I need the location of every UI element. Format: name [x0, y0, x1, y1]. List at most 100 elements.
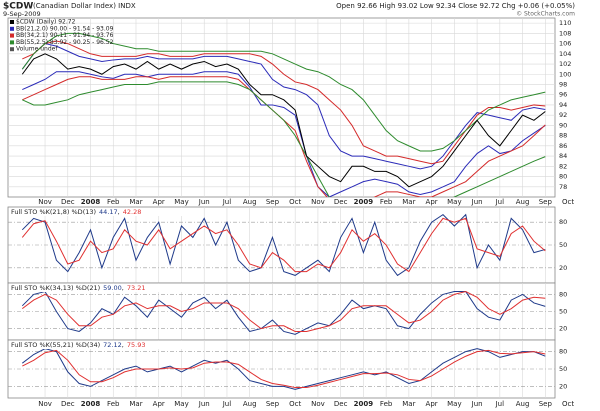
legend-value: 72.12 [103, 341, 122, 349]
y-tick-label: 96 [559, 91, 567, 99]
legend-value: 44.17 [99, 208, 118, 216]
legend-entry: BB(21,2.0) 90.00 - 91.54 - 93.09 [16, 25, 114, 32]
x-tick-label: May [447, 400, 461, 408]
x-tick-label: Apr [426, 198, 438, 206]
legend-entry: BB(34,2.1) 90.11 - 91.94 - 93.76 [16, 32, 114, 39]
legend-sep: , [118, 208, 120, 216]
y-tick-label: 80 [559, 290, 567, 298]
x-tick-label: Jun [471, 400, 483, 408]
x-tick-label: Feb [380, 400, 393, 408]
legend-value: 59.00 [103, 284, 122, 292]
plot [21, 290, 546, 335]
legend: Full STO %K(21,8) %D(13) 44.17, 42.28 [11, 208, 141, 216]
x-tick-label: 2009 [354, 400, 374, 408]
plot [21, 213, 546, 277]
quote: Open 92.66 High 93.02 Low 92.34 Close 92… [336, 2, 575, 10]
x-tick-label: Mar [402, 198, 415, 206]
y-tick-label: 86 [559, 142, 567, 150]
y-tick-label: 50 [559, 241, 567, 249]
x-tick-label: Apr [153, 400, 165, 408]
y-tick-label: 78 [559, 183, 567, 191]
instrument-name: (Canadian Dollar Index) INDX [33, 2, 136, 10]
y-tick-label: 20 [559, 325, 567, 333]
series-line [21, 53, 546, 188]
series-line [21, 348, 546, 390]
legend-swatch [10, 20, 14, 24]
y-tick-label: 80 [559, 218, 567, 226]
x-tick-label: 2008 [81, 400, 101, 408]
y-tick-label: 100 [559, 70, 571, 78]
y-tick-label: 50 [559, 365, 567, 373]
x-tick-label: Oct [562, 198, 574, 206]
x-tick-label: Aug [243, 400, 257, 408]
symbol: $CDW [3, 2, 33, 12]
x-tick-label: Dec [334, 198, 348, 206]
y-tick-label: 90 [559, 121, 567, 129]
x-tick-label: Feb [107, 198, 120, 206]
y-tick-label: 102 [559, 60, 571, 68]
legend-entry: $CDW (Daily) 92.72 [16, 19, 76, 26]
y-tick-label: 84 [559, 152, 567, 160]
series-line [21, 213, 546, 277]
legend-sep: , [122, 341, 124, 349]
x-tick-label: Jul [495, 198, 505, 206]
band-upper [22, 40, 546, 165]
legend-entry: BB(55,2.5) 83.92 - 90.25 - 96.52 [16, 39, 114, 46]
legend-swatch [10, 47, 14, 52]
panel [7, 17, 556, 198]
band-upper [21, 32, 546, 152]
band-lower [22, 81, 546, 197]
y-tick-label: 92 [559, 111, 567, 119]
x-tick-label: Jun [471, 198, 483, 206]
y-tick-label: 82 [559, 162, 567, 170]
legend-swatch [10, 26, 14, 31]
x-tick-label: 2009 [354, 198, 374, 206]
x-tick-label: Nov [38, 198, 52, 206]
y-tick-label: 108 [559, 29, 571, 37]
x-tick-label: Oct [289, 400, 301, 408]
legend: Full STO %K(34,13) %D(21) 59.00, 73.21 [11, 284, 145, 292]
legend-bg [9, 284, 189, 292]
legend-swatch [10, 33, 14, 38]
y-tick-label: 20 [559, 382, 567, 390]
x-tick-label: Sep [266, 400, 280, 408]
y-tick-label: 88 [559, 132, 567, 140]
legend-swatch [10, 40, 14, 45]
y-tick-label: 106 [559, 40, 571, 48]
legend-label: Full STO %K(21,8) %D(13) [11, 208, 96, 216]
x-tick-label: Mar [129, 400, 142, 408]
x-tick-label: Aug [516, 400, 530, 408]
series-line [21, 290, 546, 335]
legend-sep: , [122, 284, 124, 292]
x-tick-label: Feb [380, 198, 393, 206]
legend-label: Full STO %K(55,21) %D(34) [11, 341, 100, 349]
series-line [21, 217, 546, 273]
x-tick-label: Mar [402, 400, 415, 408]
x-tick-label: Sep [539, 198, 553, 206]
legend-value: 73.21 [127, 284, 146, 292]
x-tick-label: Dec [61, 400, 75, 408]
x-tick-label: Mar [129, 198, 142, 206]
legend-value: 42.28 [123, 208, 142, 216]
y-tick-label: 104 [559, 50, 571, 58]
x-tick-label: Nov [38, 400, 52, 408]
x-tick-label: Aug [243, 198, 257, 206]
x-tick-label: Oct [562, 400, 574, 408]
y-tick-label: 80 [559, 348, 567, 356]
y-tick-label: 80 [559, 173, 567, 181]
date: 9-Sep-2009 [3, 10, 41, 18]
x-tick-label: Apr [426, 400, 438, 408]
legend-value: 75.93 [127, 341, 146, 349]
x-tick-label: Dec [61, 198, 75, 206]
y-tick-label: 94 [559, 101, 567, 109]
x-tick-label: Jun [198, 400, 210, 408]
x-tick-label: Sep [539, 400, 553, 408]
band-upper [21, 43, 546, 170]
x-tick-label: Sep [266, 198, 280, 206]
x-tick-label: Jul [222, 400, 232, 408]
x-tick-label: May [174, 400, 188, 408]
x-tick-label: Nov [311, 400, 325, 408]
x-tick-label: Nov [311, 198, 325, 206]
legend-label: Full STO %K(34,13) %D(21) [11, 284, 100, 292]
